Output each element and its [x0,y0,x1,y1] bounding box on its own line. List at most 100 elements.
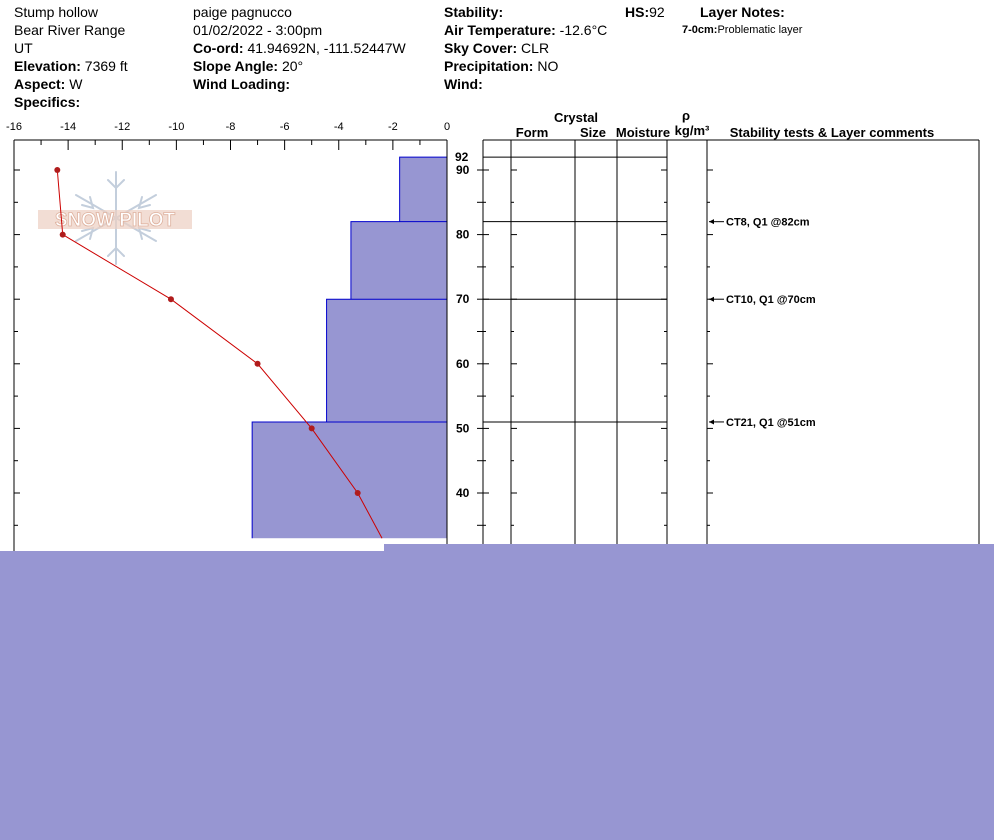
hardness-layer-edge-1 [350,221,447,300]
stability-row: Stability: [444,3,607,21]
elevation-value: 7369 ft [84,58,128,74]
comments-heading: Stability tests & Layer comments [730,125,934,140]
layer-notes-heading: Layer Notes: [700,3,785,21]
temperature-point [167,296,174,303]
coord-label: Co-ord: [193,40,244,56]
x-axis-ticks: -16 -14 -12 -10 -8 -6 -4 -2 0 [6,121,450,150]
test-arrow-head [709,419,714,425]
layer-note-range: 7-0cm: [682,24,718,36]
x-tick-label: -10 [168,121,184,133]
snow-height-label: 92 [455,150,469,164]
aspect-label: Aspect: [14,76,66,92]
sky-value: CLR [521,40,550,56]
layer-notes-label: Layer Notes: [700,4,785,20]
density-unit-heading: kg/m³ [675,123,710,138]
crystal-table [482,139,980,560]
header-col-location: Stump hollow Bear River Range UT Elevati… [14,3,128,111]
range-name: Bear River Range [14,22,126,38]
hardness-layer-edge-3 [251,421,447,539]
wind-label: Wind: [444,76,483,92]
size-heading: Size [580,125,606,140]
moisture-heading: Moisture [616,125,670,140]
snowpilot-watermark: SNOW PILOT [38,171,192,265]
hardness-profile [251,156,447,539]
sky-row: Sky Cover: CLR [444,39,607,57]
hs-value: 92 [649,4,665,20]
stability-test-label: CT10, Q1 @70cm [726,294,816,306]
specifics-label: Specifics: [14,94,81,110]
temperature-profile [54,167,383,539]
temperature-point [254,360,261,367]
temperature-point [354,490,361,496]
form-heading: Form [516,125,549,140]
precip-label: Precipitation: [444,58,534,74]
x-tick-label: -4 [334,121,344,133]
observation-datetime: 01/02/2022 - 3:00pm [193,22,323,38]
hardness-layer-3 [252,421,447,539]
crystal-heading: Crystal [554,110,598,125]
depth-label: 50 [456,421,470,435]
x-tick-label: -8 [226,121,236,133]
layer-note: 7-0cm:Problematic layer [682,24,802,36]
location-name: Stump hollow [14,4,99,20]
header-col-conditions: Stability: Air Temperature: -12.6°C Sky … [444,3,607,93]
hs-label: HS: [625,4,650,20]
stability-test-label: CT8, Q1 @82cm [726,217,810,229]
hs-row: HS:92 [625,3,665,21]
test-arrow-head [709,296,714,302]
specifics-row: Specifics: [14,93,128,111]
hardness-layer-0 [399,157,447,222]
x-tick-label: -16 [6,121,22,133]
hardness-layer-edge-0 [399,156,447,222]
state-name: UT [14,40,33,56]
observer-name: paige pagnucco [193,4,292,20]
sky-label: Sky Cover: [444,40,518,56]
stability-test-label: CT21, Q1 @51cm [726,417,816,429]
slope-row: Slope Angle: 20° [193,57,406,75]
table-depth-ticks [477,169,713,526]
aspect-value: W [69,76,83,92]
depth-label: 60 [456,357,470,371]
temperature-point [308,425,315,432]
coord-value: 41.94692N, -111.52447W [247,40,406,56]
depth-label: 90 [456,163,470,177]
x-tick-label: -6 [280,121,290,133]
test-arrow-head [709,219,714,225]
header-col-observer: paige pagnucco 01/02/2022 - 3:00pm Co-or… [193,3,406,93]
stability-label: Stability: [444,4,504,20]
stability-test-comments: CT8, Q1 @82cm CT10, Q1 @70cm CT21, Q1 @51c… [709,217,816,429]
air-temp-label: Air Temperature: [444,22,556,38]
temperature-point [54,167,61,173]
coord-row: Co-ord: 41.94692N, -111.52447W [193,39,406,57]
depth-label: 70 [456,292,470,306]
layer-boundary-lines [483,156,667,423]
temperature-point [59,231,66,238]
air-temp-row: Air Temperature: -12.6°C [444,21,607,39]
hardness-layer-1 [350,221,447,300]
depth-label: 80 [456,228,470,242]
x-tick-label: -2 [388,121,398,133]
wind-row: Wind: [444,75,607,93]
rho-heading: ρ [682,108,690,123]
hardness-layer-edge-2 [326,298,447,422]
layer-note-text: Problematic layer [717,24,803,36]
x-tick-label: -14 [60,121,76,133]
slope-value: 20° [281,58,304,74]
elevation-label: Elevation: [14,58,81,74]
precip-value: NO [537,58,559,74]
wind-loading-label: Wind Loading: [193,76,291,92]
air-temp-value: -12.6°C [559,22,608,38]
watermark-text: SNOW PILOT [55,210,176,231]
precip-row: Precipitation: NO [444,57,607,75]
aspect-row: Aspect: W [14,75,128,93]
wind-loading-row: Wind Loading: [193,75,406,93]
x-tick-label: -12 [114,121,130,133]
overlay-block [0,544,994,840]
elevation-row: Elevation: 7369 ft [14,57,128,75]
depth-label: 40 [456,486,470,500]
hardness-layer-2 [326,299,447,422]
x-tick-label: 0 [444,121,450,133]
slope-label: Slope Angle: [193,58,279,74]
